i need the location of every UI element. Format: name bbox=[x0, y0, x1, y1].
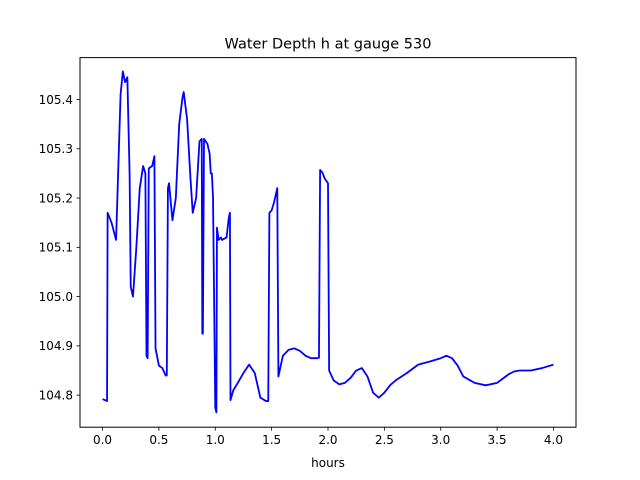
y-tick-label: 105.4 bbox=[39, 93, 73, 107]
x-tick-label: 2.5 bbox=[375, 433, 394, 447]
x-axis-label: hours bbox=[311, 456, 345, 470]
y-tick-label: 105.0 bbox=[39, 290, 73, 304]
x-tick-label: 3.5 bbox=[488, 433, 507, 447]
series-line bbox=[102, 70, 554, 414]
x-tick-label: 1.5 bbox=[262, 433, 281, 447]
x-axis: 0.0 0.5 1.0 1.5 2.0 2.5 3.0 3.5 4.0 bbox=[93, 427, 563, 447]
x-tick-label: 1.0 bbox=[206, 433, 225, 447]
x-tick-label: 2.0 bbox=[318, 433, 337, 447]
y-tick-label: 105.3 bbox=[39, 142, 73, 156]
y-tick-label: 105.1 bbox=[39, 241, 73, 255]
x-tick-label: 3.0 bbox=[431, 433, 450, 447]
x-tick-label: 0.5 bbox=[149, 433, 168, 447]
y-tick-label: 104.9 bbox=[39, 339, 73, 353]
y-tick-label: 105.2 bbox=[39, 191, 73, 205]
y-tick-label: 104.8 bbox=[39, 388, 73, 402]
chart-title: Water Depth h at gauge 530 bbox=[225, 37, 432, 53]
x-tick-label: 0.0 bbox=[93, 433, 112, 447]
y-axis: 104.8 104.9 105.0 105.1 105.2 105.3 105.4 bbox=[39, 93, 80, 402]
x-tick-label: 4.0 bbox=[544, 433, 563, 447]
